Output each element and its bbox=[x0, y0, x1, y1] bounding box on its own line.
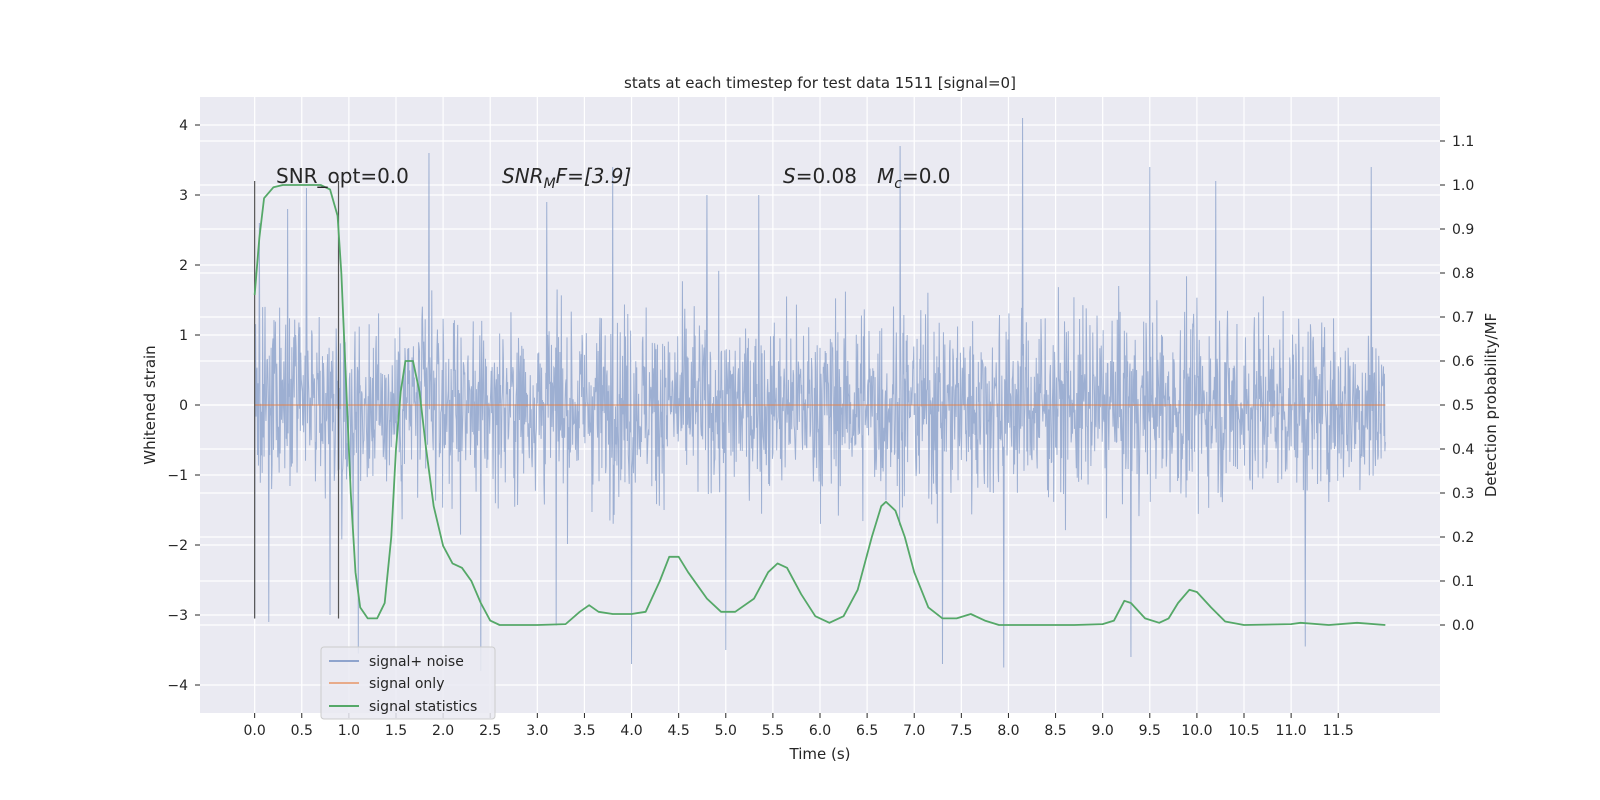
x-tick-label: 1.0 bbox=[338, 723, 360, 739]
annotation-snr-opt: SNR_opt=0.0 bbox=[276, 164, 409, 188]
y2-tick-label: 0.7 bbox=[1452, 310, 1474, 326]
y-tick-label: −2 bbox=[167, 538, 188, 554]
x-tick-label: 11.5 bbox=[1323, 723, 1354, 739]
x-axis-label: Time (s) bbox=[789, 745, 851, 763]
legend-box bbox=[320, 646, 496, 720]
y2-tick-label: 0.4 bbox=[1452, 442, 1474, 458]
x-tick-label: 10.5 bbox=[1228, 723, 1259, 739]
x-tick-label: 3.5 bbox=[573, 723, 595, 739]
annotation-mc-var: M bbox=[877, 164, 894, 188]
annotation-s-var: S bbox=[783, 164, 796, 188]
y2-tick-label: 0.0 bbox=[1452, 618, 1474, 634]
stats-layer bbox=[253, 184, 1386, 626]
x-tick-label: 5.5 bbox=[762, 723, 784, 739]
y2-tick-label: 0.2 bbox=[1452, 530, 1474, 546]
series-layer bbox=[254, 117, 1386, 672]
annotation-mc-value: =0.0 bbox=[902, 164, 951, 188]
y-tick-label: −4 bbox=[167, 678, 188, 694]
legend-label-signal-only: signal only bbox=[369, 676, 444, 692]
tick-layer: 0.0 0.5 1.0 1.5 2.0 2.5 3.0 3.5 4.0 4.5 5.0 5.5 6.0 6… bbox=[167, 118, 1474, 739]
y-axis-label: Whitened strain bbox=[141, 345, 159, 464]
x-tick-label: 4.0 bbox=[620, 723, 642, 739]
x-tick-label: 3.0 bbox=[526, 723, 548, 739]
x-tick-label: 2.5 bbox=[479, 723, 501, 739]
series-signal-statistics-line bbox=[253, 184, 1386, 626]
annotation-snr-mf-base: SNR bbox=[502, 164, 544, 188]
y-tick-label: 4 bbox=[179, 118, 188, 134]
annotation-snr-mf-rest: F=[3.9] bbox=[556, 164, 632, 188]
chart-title: stats at each timestep for test data 151… bbox=[624, 74, 1016, 92]
x-tick-label: 9.0 bbox=[1092, 723, 1114, 739]
annotation-mc-sub: c bbox=[894, 176, 902, 192]
y-tick-label: 2 bbox=[179, 258, 188, 274]
y2-tick-label: 0.6 bbox=[1452, 354, 1474, 370]
x-tick-label: 6.5 bbox=[856, 723, 878, 739]
legend: signal+ noise signal only signal statist… bbox=[320, 646, 496, 720]
y-tick-label: 3 bbox=[179, 188, 188, 204]
x-tick-label: 7.0 bbox=[903, 723, 925, 739]
x-tick-label: 7.5 bbox=[950, 723, 972, 739]
x-tick-label: 10.0 bbox=[1181, 723, 1212, 739]
y2-tick-label: 0.5 bbox=[1452, 398, 1474, 414]
legend-label-signal-noise: signal+ noise bbox=[369, 654, 464, 670]
x-tick-label: 6.0 bbox=[809, 723, 831, 739]
x-tick-label: 0.5 bbox=[291, 723, 313, 739]
annotation-mc: Mc=0.0 bbox=[877, 164, 951, 192]
y2-tick-label: 0.8 bbox=[1452, 266, 1474, 282]
y2-tick-label: 0.9 bbox=[1452, 222, 1474, 238]
legend-label-signal-statistics: signal statistics bbox=[369, 699, 477, 715]
y-tick-label: −1 bbox=[167, 468, 188, 484]
marker-lines bbox=[254, 181, 340, 619]
y2-tick-label: 0.1 bbox=[1452, 574, 1474, 590]
y-tick-label: 0 bbox=[179, 398, 188, 414]
y2-tick-label: 1.0 bbox=[1452, 178, 1474, 194]
annotation-s-value: =0.08 bbox=[796, 164, 857, 188]
y2-tick-label: 0.3 bbox=[1452, 486, 1474, 502]
x-tick-label: 0.0 bbox=[244, 723, 266, 739]
x-tick-label: 9.5 bbox=[1139, 723, 1161, 739]
annotation-snr-mf: SNRMF=[3.9] bbox=[502, 164, 631, 192]
y-tick-label: −3 bbox=[167, 608, 188, 624]
x-tick-label: 4.5 bbox=[668, 723, 690, 739]
x-tick-label: 5.0 bbox=[715, 723, 737, 739]
annotation-snr-mf-sub: M bbox=[544, 176, 556, 192]
x-tick-label: 8.0 bbox=[997, 723, 1019, 739]
x-tick-label: 1.5 bbox=[385, 723, 407, 739]
x-tick-label: 11.0 bbox=[1276, 723, 1307, 739]
series-signal-noise-line bbox=[254, 117, 1386, 672]
x-tick-label: 8.5 bbox=[1044, 723, 1066, 739]
y-tick-label: 1 bbox=[179, 328, 188, 344]
x-tick-label: 2.0 bbox=[432, 723, 454, 739]
annotation-s: S=0.08 bbox=[783, 164, 857, 188]
y2-tick-label: 1.1 bbox=[1452, 134, 1474, 150]
y2-axis-label: Detection probability/MF bbox=[1482, 313, 1500, 497]
